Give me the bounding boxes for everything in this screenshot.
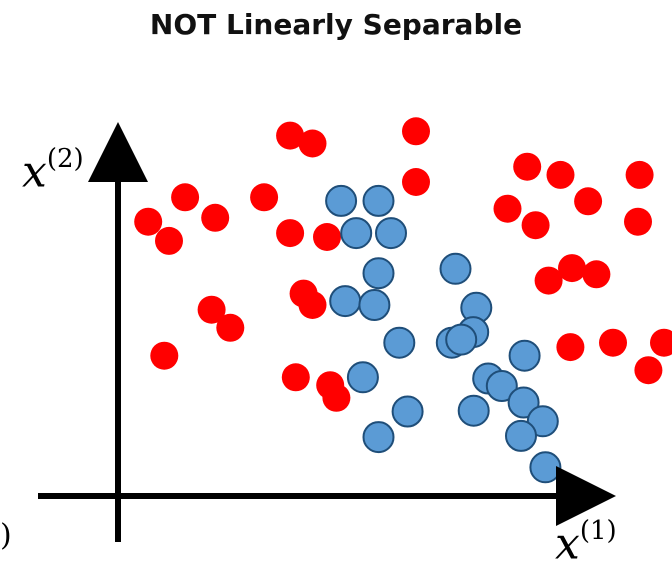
blue-point <box>508 339 541 372</box>
blue-point <box>383 326 416 359</box>
red-point <box>546 160 575 189</box>
red-point <box>634 356 663 385</box>
points-layer <box>134 117 672 484</box>
red-point <box>625 160 654 189</box>
red-point <box>276 121 305 150</box>
red-point <box>513 152 542 181</box>
y-axis-label-sup: (2) <box>46 144 84 174</box>
red-point <box>298 291 327 319</box>
blue-point <box>329 285 362 318</box>
blue-point <box>507 386 540 419</box>
red-point <box>599 328 627 357</box>
blue-point <box>375 217 407 250</box>
red-point <box>298 129 327 158</box>
red-point <box>276 219 305 248</box>
blue-point <box>445 323 478 356</box>
red-point <box>650 328 672 357</box>
red-point <box>216 313 245 342</box>
y-axis-label: x(2) <box>22 146 84 198</box>
red-point <box>250 183 279 212</box>
red-point <box>313 223 341 251</box>
blue-point <box>340 217 373 250</box>
blue-point <box>439 252 472 285</box>
blue-point <box>391 395 424 428</box>
cut-off-label: ) <box>0 518 12 553</box>
red-point <box>155 226 183 255</box>
red-point <box>197 295 226 324</box>
x-axis-label-sup: (1) <box>579 516 617 546</box>
red-point <box>171 183 200 212</box>
blue-point <box>362 421 395 454</box>
blue-point <box>485 370 518 402</box>
blue-point <box>325 184 358 217</box>
red-point <box>134 207 163 236</box>
red-point <box>322 383 351 412</box>
blue-point <box>362 257 395 290</box>
red-point <box>574 187 603 216</box>
blue-point <box>529 451 562 484</box>
blue-point <box>362 184 395 217</box>
x-axis-label: x(1) <box>555 518 617 570</box>
red-point <box>281 363 310 392</box>
red-point <box>493 194 522 223</box>
red-point <box>402 168 430 196</box>
x-axis-label-var: x <box>555 518 580 570</box>
y-axis-label-var: x <box>22 146 47 198</box>
blue-point <box>346 361 379 394</box>
blue-point <box>457 394 490 427</box>
red-point <box>402 117 430 146</box>
red-point <box>534 266 563 295</box>
red-point <box>556 333 585 362</box>
red-point <box>582 260 611 289</box>
red-point <box>624 207 652 236</box>
red-point <box>150 341 179 370</box>
blue-point <box>358 289 391 321</box>
blue-point <box>505 419 537 452</box>
chart-title: NOT Linearly Separable <box>149 8 523 41</box>
red-point <box>558 254 586 283</box>
red-point <box>521 211 550 240</box>
red-point <box>201 203 230 232</box>
